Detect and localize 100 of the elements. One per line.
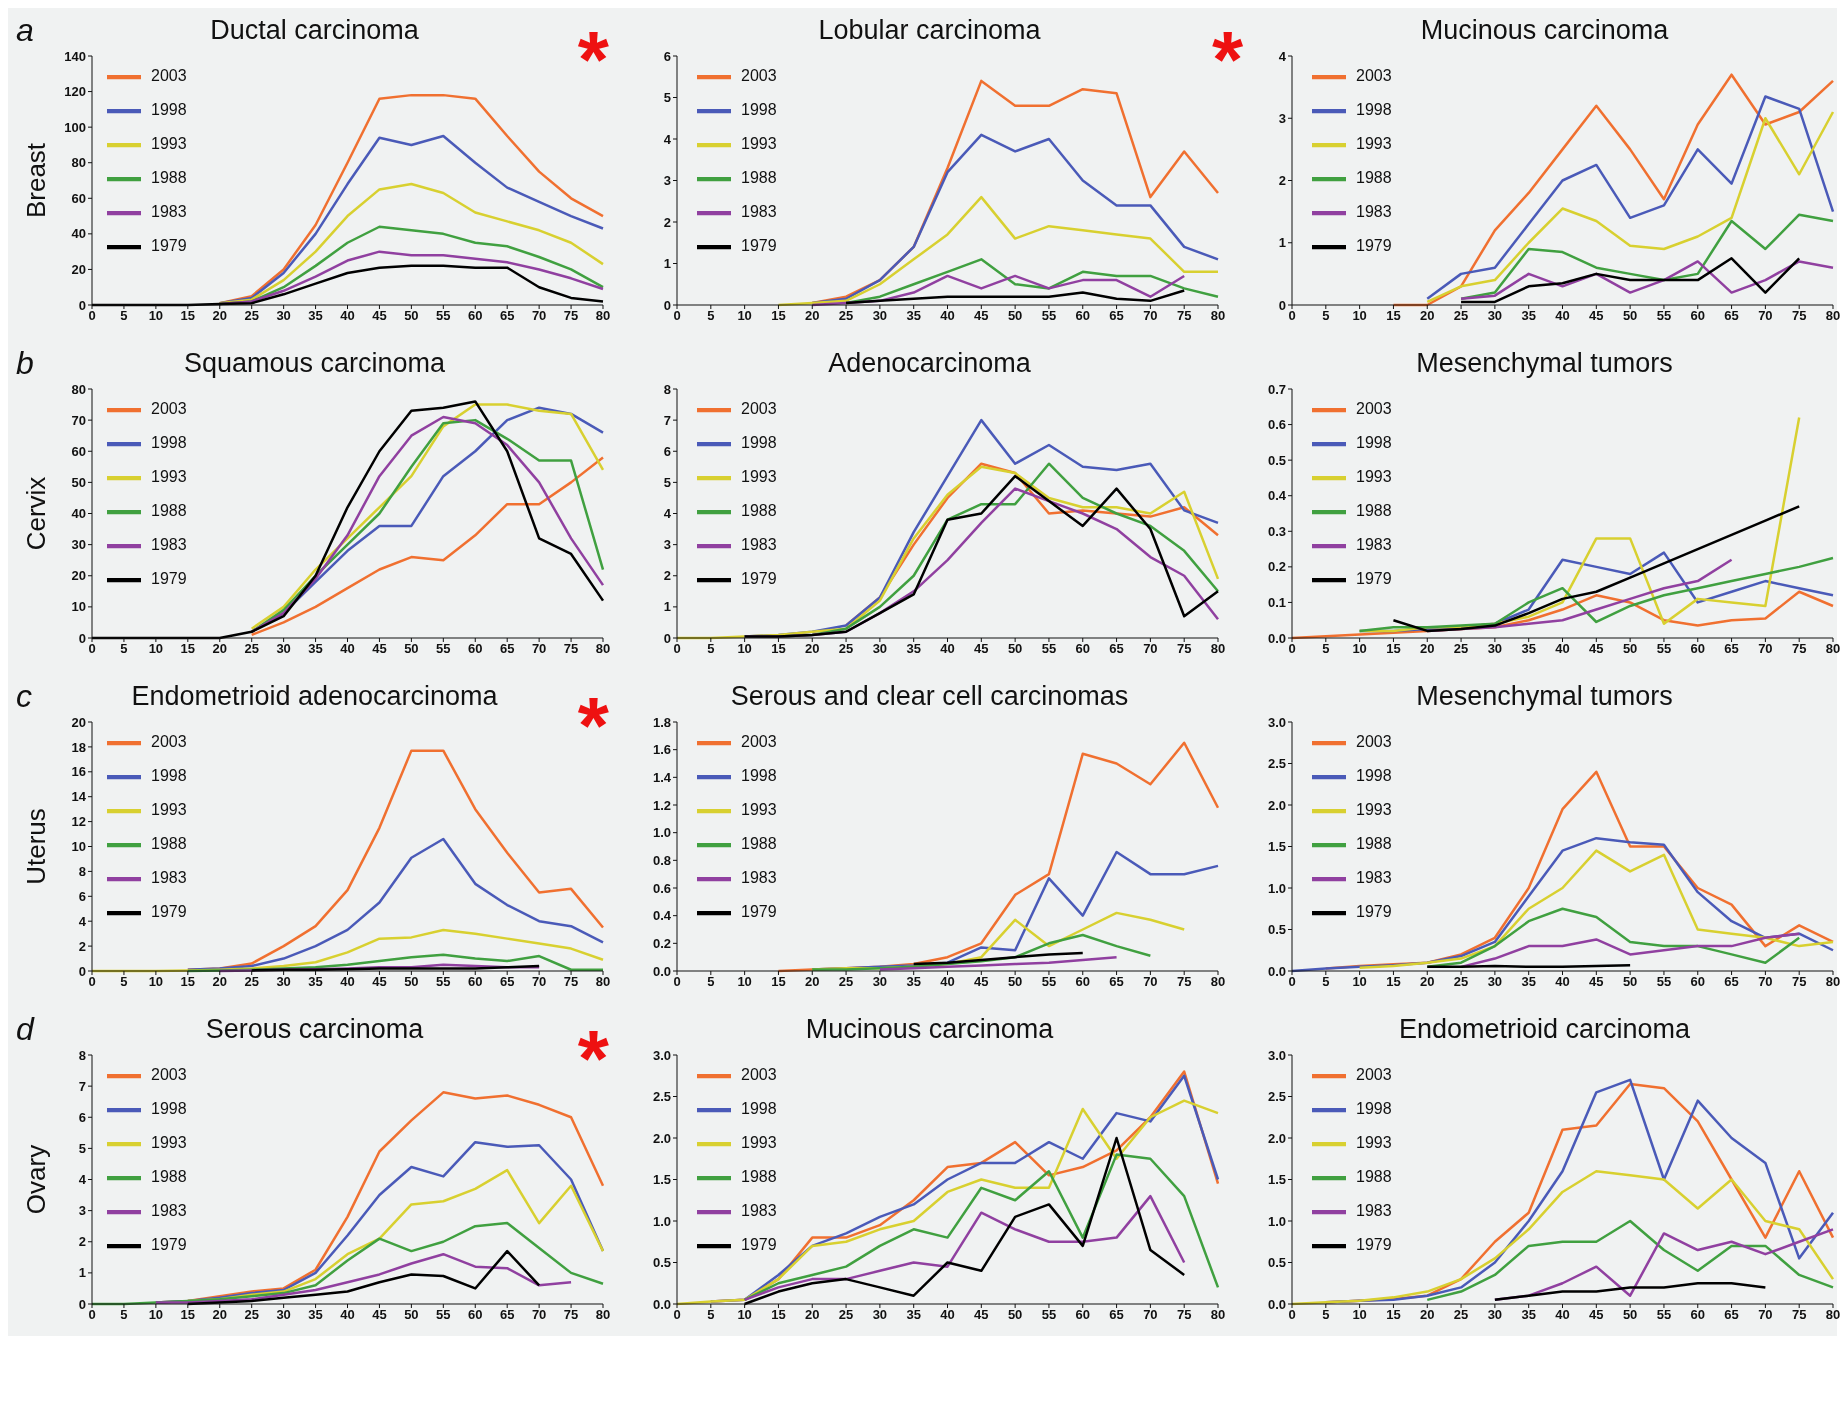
x-tick-label: 35 (308, 1307, 323, 1323)
x-tick-label: 65 (1109, 1307, 1124, 1323)
y-tick-label: 20 (71, 262, 86, 278)
x-tick-label: 40 (940, 641, 955, 657)
x-tick-label: 20 (1420, 641, 1435, 657)
y-tick-label: 5 (663, 474, 671, 490)
legend-label: 1983 (741, 1202, 777, 1220)
legend-label: 1988 (151, 835, 187, 853)
x-tick-label: 30 (276, 641, 291, 657)
x-tick-label: 65 (499, 308, 515, 324)
x-tick-label: 25 (1453, 641, 1469, 657)
y-tick-label: 50 (71, 474, 86, 490)
y-tick-label: 4 (1278, 48, 1287, 64)
x-tick-label: 50 (1007, 1307, 1023, 1323)
x-tick-label: 5 (707, 1307, 715, 1323)
y-tick-label: 0.5 (1267, 1255, 1286, 1271)
chart-title: Adenocarcinoma (827, 347, 1032, 380)
y-tick-label: 1 (78, 1265, 86, 1281)
x-tick-label: 35 (1521, 641, 1536, 657)
x-tick-label: 50 (404, 308, 419, 324)
x-tick-label: 5 (120, 974, 128, 990)
legend-label: 2003 (151, 1066, 187, 1084)
y-tick-label: 2 (1278, 173, 1286, 189)
x-tick-label: 50 (404, 1307, 419, 1323)
y-tick-label: 1.6 (652, 742, 671, 758)
x-tick-label: 70 (1143, 1307, 1158, 1323)
x-tick-label: 60 (1075, 641, 1090, 657)
legend-label: 1993 (151, 135, 187, 153)
x-tick-label: 50 (1622, 1307, 1638, 1323)
legend-label: 1983 (741, 203, 777, 221)
x-tick-label: 40 (340, 1307, 355, 1323)
y-tick-label: 20 (71, 714, 86, 730)
x-tick-label: 40 (340, 641, 355, 657)
x-tick-label: 20 (805, 641, 820, 657)
x-tick-label: 5 (707, 308, 715, 324)
legend-label: 1988 (151, 1168, 187, 1186)
x-tick-label: 75 (1791, 1307, 1807, 1323)
y-tick-label: 4 (663, 131, 672, 147)
y-tick-label: 1.4 (652, 769, 672, 785)
x-tick-label: 25 (838, 308, 854, 324)
y-axis-title: Cervix (21, 476, 52, 551)
y-tick-label: 3 (78, 1203, 86, 1219)
x-tick-label: 5 (1322, 974, 1330, 990)
x-tick-label: 30 (1487, 641, 1503, 657)
x-tick-label: 20 (805, 308, 820, 324)
y-tick-label: 0.5 (1267, 452, 1286, 468)
legend-label: 1998 (1356, 1100, 1392, 1118)
legend-label: 1983 (151, 203, 187, 221)
legend-label: 1998 (741, 434, 777, 452)
x-tick-label: 15 (180, 308, 196, 324)
x-tick-label: 60 (1075, 1307, 1090, 1323)
x-tick-label: 25 (838, 641, 854, 657)
legend-label: 1988 (1356, 1168, 1392, 1186)
x-tick-label: 55 (1041, 1307, 1057, 1323)
x-tick-label: 55 (1656, 1307, 1672, 1323)
legend-label: 1988 (1356, 169, 1392, 187)
y-axis-title: Breast (21, 142, 52, 219)
x-tick-label: 15 (1386, 308, 1401, 324)
x-tick-label: 75 (563, 641, 579, 657)
x-tick-label: 15 (1386, 641, 1401, 657)
legend-label: 2003 (151, 67, 187, 85)
y-tick-label: 0 (663, 297, 671, 313)
y-tick-label: 1.5 (1267, 1172, 1286, 1188)
legend-label: 1988 (741, 835, 777, 853)
x-tick-label: 5 (120, 1307, 128, 1323)
x-tick-label: 45 (1589, 308, 1604, 324)
y-tick-label: 2.0 (652, 1130, 671, 1146)
x-tick-label: 75 (1791, 974, 1807, 990)
legend-label: 1983 (1356, 536, 1392, 554)
y-tick-label: 0.4 (1267, 488, 1287, 504)
x-tick-label: 70 (531, 308, 547, 324)
y-tick-label: 100 (64, 119, 86, 135)
legend-label: 1979 (151, 903, 187, 921)
legend-label: 1979 (151, 237, 187, 255)
y-tick-label: 6 (663, 443, 671, 459)
x-tick-label: 50 (1007, 641, 1023, 657)
legend-label: 1993 (1356, 135, 1392, 153)
x-tick-label: 45 (372, 641, 387, 657)
x-tick-label: 30 (872, 308, 888, 324)
y-tick-label: 3 (663, 173, 671, 189)
x-tick-label: 5 (707, 974, 715, 990)
legend-label: 1979 (741, 237, 777, 255)
legend-label: 1979 (741, 570, 777, 588)
x-tick-label: 35 (1521, 974, 1536, 990)
chart-title: Endometrioid carcinoma (1397, 1013, 1692, 1046)
chart-title: Mesenchymal tumors (1415, 347, 1674, 380)
x-tick-label: 70 (1143, 308, 1158, 324)
y-tick-label: 0 (78, 963, 86, 979)
x-tick-label: 65 (1109, 308, 1124, 324)
legend-label: 1979 (741, 1236, 777, 1254)
x-tick-label: 80 (1210, 1307, 1226, 1323)
x-tick-label: 55 (1041, 641, 1057, 657)
y-tick-label: 120 (64, 84, 86, 100)
x-tick-label: 10 (737, 308, 752, 324)
legend-label: 1983 (151, 536, 187, 554)
x-tick-label: 25 (1453, 974, 1469, 990)
x-tick-label: 60 (468, 308, 483, 324)
x-tick-label: 25 (838, 974, 854, 990)
legend-label: 1993 (151, 801, 187, 819)
legend-label: 1993 (741, 1134, 777, 1152)
